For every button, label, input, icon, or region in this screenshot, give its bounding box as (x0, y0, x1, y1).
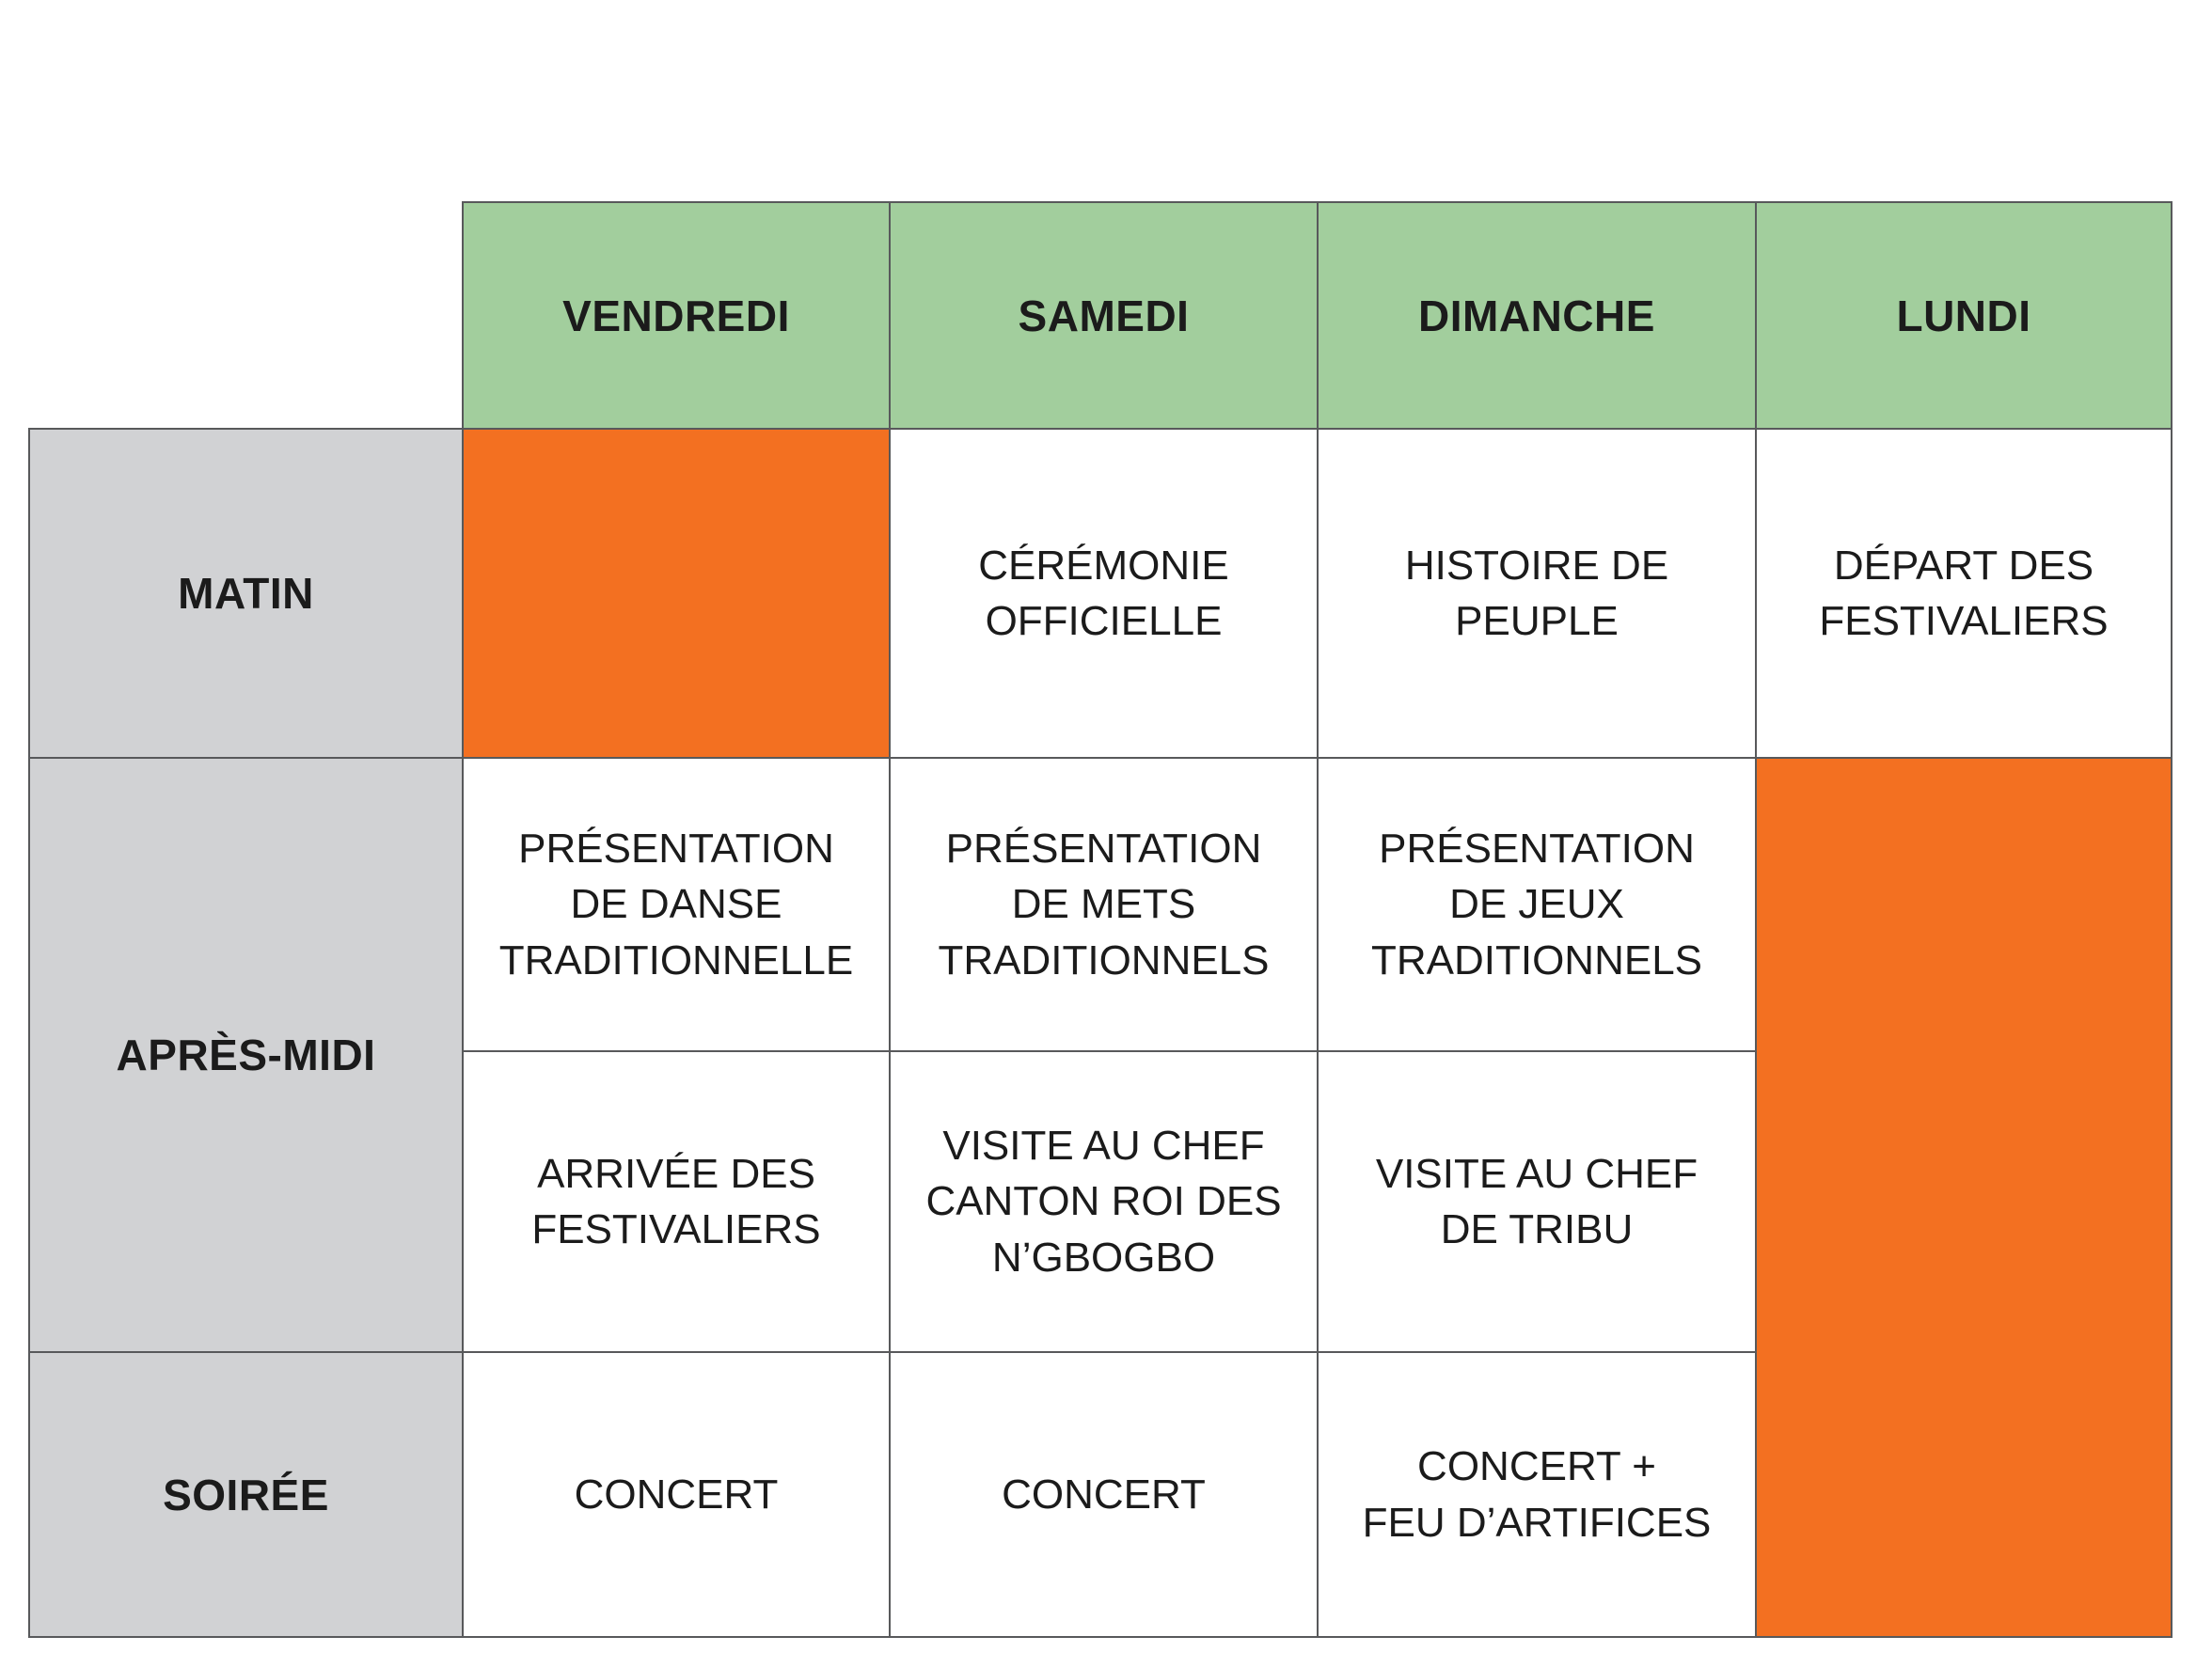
cell-apres-midi-2-vendredi: ARRIVÉE DES FESTIVALIERS (462, 1050, 891, 1353)
festival-schedule-table: VENDREDI SAMEDI DIMANCHE LUNDI MATIN CÉR… (28, 201, 2172, 1638)
time-header-matin: MATIN (28, 428, 464, 759)
soiree-row: SOIRÉE CONCERT CONCERT CONCERT + FEU D’A… (28, 1351, 2172, 1638)
cell-matin-lundi: DÉPART DES FESTIVALIERS (1755, 428, 2172, 759)
cell-apres-midi-1-samedi: PRÉSENTATION DE METS TRADITIONNELS (889, 757, 1319, 1052)
day-header-lundi: LUNDI (1755, 201, 2172, 430)
time-header-apres-midi: APRÈS-MIDI (28, 757, 464, 1353)
cell-soiree-samedi: CONCERT (889, 1351, 1319, 1638)
cell-matin-samedi: CÉRÉMONIE OFFICIELLE (889, 428, 1319, 759)
cell-soiree-vendredi: CONCERT (462, 1351, 891, 1638)
time-header-soiree: SOIRÉE (28, 1351, 464, 1638)
day-header-samedi: SAMEDI (889, 201, 1319, 430)
apres-midi-row-2: ARRIVÉE DES FESTIVALIERS VISITE AU CHEF … (29, 1050, 2172, 1353)
cell-lundi-blocked (1755, 757, 2172, 1638)
cell-apres-midi-1-vendredi: PRÉSENTATION DE DANSE TRADITIONNELLE (462, 757, 891, 1052)
cell-matin-vendredi-blocked (462, 428, 891, 759)
cell-matin-dimanche: HISTOIRE DE PEUPLE (1317, 428, 1757, 759)
header-row: VENDREDI SAMEDI DIMANCHE LUNDI (29, 201, 2172, 430)
corner-empty-cell (29, 202, 463, 429)
apres-midi-row-1: APRÈS-MIDI PRÉSENTATION DE DANSE TRADITI… (28, 757, 2172, 1638)
matin-row: MATIN CÉRÉMONIE OFFICIELLE HISTOIRE DE P… (28, 428, 2172, 759)
cell-apres-midi-2-dimanche: VISITE AU CHEF DE TRIBU (1317, 1050, 1757, 1353)
day-header-dimanche: DIMANCHE (1317, 201, 1757, 430)
day-header-vendredi: VENDREDI (462, 201, 891, 430)
cell-apres-midi-1-dimanche: PRÉSENTATION DE JEUX TRADITIONNELS (1317, 757, 1757, 1052)
cell-soiree-dimanche: CONCERT + FEU D’ARTIFICES (1317, 1351, 1757, 1638)
cell-apres-midi-2-samedi: VISITE AU CHEF CANTON ROI DES N’GBOGBO (889, 1050, 1319, 1353)
